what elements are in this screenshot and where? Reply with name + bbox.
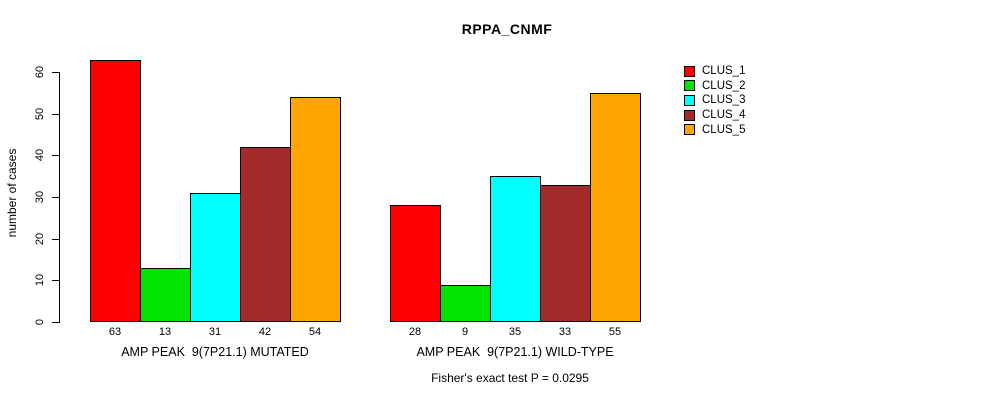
group-label-1: AMP PEAK 9(7P21.1) MUTATED [121, 345, 309, 359]
y-tick-label: 40 [34, 149, 46, 162]
y-tick-label: 50 [34, 107, 46, 120]
legend-label: CLUS_5 [702, 123, 746, 136]
legend-row: CLUS_3 [684, 93, 745, 108]
bar-value-label: 13 [158, 326, 172, 338]
bar-clus_3-group2 [490, 176, 541, 322]
bar-value-label: 28 [408, 326, 422, 338]
legend-label: CLUS_1 [702, 65, 746, 78]
group-label-2: AMP PEAK 9(7P21.1) WILD-TYPE [416, 345, 614, 359]
legend-swatch-icon [684, 109, 695, 121]
bar-clus_4-group2 [540, 184, 591, 322]
bar-clus_5-group2 [590, 92, 641, 322]
y-tick-mark [52, 280, 59, 282]
bar-clus_3-group1 [190, 192, 241, 322]
bar-value-label: 33 [558, 326, 572, 338]
legend-swatch-icon [684, 80, 695, 92]
bar-clus_2-group2 [440, 284, 491, 322]
y-tick-mark [52, 113, 59, 115]
bar-clus_4-group1 [240, 147, 291, 322]
fisher-test-caption: Fisher's exact test P = 0.0295 [431, 371, 589, 385]
y-tick-mark [52, 322, 59, 323]
y-axis-line [59, 72, 60, 323]
legend-swatch-icon [684, 94, 695, 106]
legend-row: CLUS_4 [684, 108, 745, 123]
legend-label: CLUS_4 [702, 109, 746, 122]
y-tick-label: 0 [34, 318, 46, 326]
legend-row: CLUS_5 [684, 122, 745, 137]
bar-clus_5-group1 [290, 97, 341, 322]
legend-swatch-icon [684, 124, 695, 136]
bar-clus_1-group2 [390, 205, 441, 322]
y-tick-label: 30 [34, 190, 46, 204]
legend-row: CLUS_2 [684, 79, 745, 94]
legend-swatch-icon [684, 65, 695, 77]
bar-value-label: 54 [308, 326, 322, 338]
legend: CLUS_1 CLUS_2 CLUS_3 CLUS_4 CLUS_5 [684, 64, 745, 137]
bar-value-label: 55 [608, 326, 622, 338]
legend-label: CLUS_2 [702, 79, 746, 92]
y-tick-mark [52, 72, 59, 73]
legend-row: CLUS_1 [684, 64, 745, 79]
y-tick-label: 10 [34, 274, 46, 287]
y-tick-mark [52, 155, 59, 157]
y-tick-mark [52, 238, 59, 240]
y-tick-label: 20 [34, 232, 46, 245]
bar-clus_2-group1 [140, 267, 191, 322]
y-tick-mark [52, 197, 59, 198]
bar-value-label: 9 [461, 326, 469, 338]
bar-value-label: 31 [208, 326, 222, 338]
bar-value-label: 35 [508, 326, 522, 338]
legend-label: CLUS_3 [702, 94, 746, 107]
bar-clus_1-group1 [90, 59, 141, 322]
chart-title: RPPA_CNMF [461, 21, 553, 37]
y-tick-label: 60 [34, 65, 46, 79]
y-axis-label: number of cases [5, 148, 19, 238]
bar-value-label: 63 [108, 326, 122, 338]
bar-value-label: 42 [258, 326, 272, 338]
